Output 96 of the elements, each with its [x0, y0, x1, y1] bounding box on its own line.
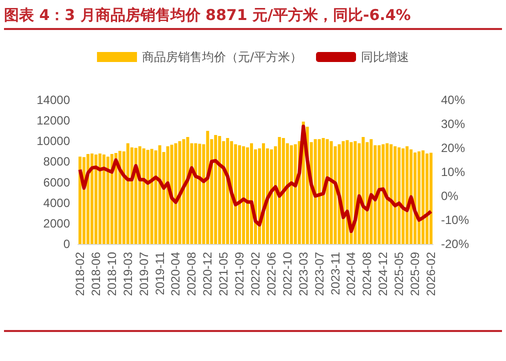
y-tick-label: 2000 [43, 216, 70, 230]
bar [326, 139, 329, 244]
x-tick-label: 2018-10 [104, 252, 119, 296]
x-tick-label: 2024-12 [376, 252, 390, 296]
bar [78, 156, 82, 244]
bar [110, 154, 114, 244]
y-tick-label: 12000 [36, 114, 70, 128]
bar [198, 144, 202, 244]
x-tick-label: 2020-08 [184, 252, 199, 296]
bar [174, 143, 178, 244]
bar [346, 140, 349, 244]
x-tick-label: 2023-11 [328, 252, 342, 296]
bar [270, 149, 273, 244]
bar [126, 143, 130, 244]
bar [146, 150, 150, 244]
bar [426, 153, 429, 244]
line-series [78, 124, 433, 234]
bar [406, 146, 409, 244]
y2-tick-label: 20% [441, 141, 466, 155]
bar [186, 137, 190, 244]
x-tick-label: 2021-05 [216, 252, 231, 296]
x-tick-label: 2019-07 [136, 252, 151, 296]
x-tick-label: 2018-06 [88, 252, 103, 296]
bar [214, 134, 218, 244]
bar [394, 146, 397, 244]
bar [390, 144, 393, 244]
bar [322, 138, 325, 244]
bar [242, 146, 246, 244]
bar [102, 154, 106, 244]
bar [182, 139, 186, 244]
legend-label: 商品房销售均价（元/平方米） [142, 50, 302, 64]
bar [94, 154, 98, 244]
bar [178, 141, 182, 244]
y-tick-label: 0 [63, 237, 70, 251]
bar [250, 143, 254, 244]
y-tick-label: 10000 [36, 134, 70, 148]
x-tick-label: 2022-06 [264, 252, 278, 296]
bar [370, 139, 373, 244]
y2-tick-label: -20% [441, 237, 470, 251]
x-tick-label: 2024-04 [344, 252, 358, 296]
y2-tick-label: 40% [441, 93, 466, 107]
bar [118, 150, 122, 244]
x-tick-label: 2019-11 [152, 252, 167, 296]
bar [106, 156, 110, 244]
bar [90, 153, 94, 244]
legend-label: 同比增速 [361, 50, 410, 64]
bar [142, 148, 146, 244]
x-tick-label: 2019-03 [120, 252, 135, 296]
bar [422, 150, 425, 244]
bar [382, 144, 385, 244]
bar [418, 151, 421, 244]
x-tick-label: 2020-12 [200, 252, 215, 296]
bar [138, 146, 142, 244]
y2-tick-label: -10% [441, 213, 470, 227]
chart-title: 图表 4：3 月商品房销售均价 8871 元/平方米，同比-6.4% [4, 2, 502, 30]
bar [402, 148, 405, 244]
bar [194, 143, 198, 244]
x-tick-label: 2026-02 [424, 252, 438, 296]
x-tick-label: 2025-09 [408, 252, 422, 296]
bar [98, 153, 102, 244]
bar [378, 145, 381, 244]
y2-tick-label: 0% [441, 189, 459, 203]
x-tick-label: 2018-02 [72, 252, 87, 296]
bar [430, 152, 432, 244]
bar [314, 139, 317, 244]
bar [206, 130, 210, 244]
y-tick-label: 14000 [36, 93, 70, 107]
bar [290, 145, 293, 244]
x-tick-label: 2021-09 [232, 252, 247, 296]
bar [218, 136, 222, 244]
y-tick-label: 6000 [43, 175, 70, 190]
bar [330, 141, 333, 244]
y2-tick-label: 30% [441, 117, 466, 131]
bar [362, 137, 365, 244]
bar [238, 145, 242, 244]
y-tick-label: 4000 [43, 196, 70, 210]
bar [130, 147, 134, 244]
x-tick-label: 2023-03 [296, 252, 310, 296]
y-tick-label: 8000 [43, 154, 70, 169]
bar [386, 143, 389, 244]
bar [398, 147, 401, 244]
x-tick-label: 2022-02 [248, 252, 262, 296]
x-tick-label: 2022-10 [280, 252, 294, 296]
x-tick-label: 2025-05 [392, 252, 406, 296]
bar [158, 145, 162, 244]
bar [234, 144, 238, 244]
bar [282, 138, 285, 244]
y2-tick-label: 10% [441, 165, 466, 179]
bar [150, 148, 154, 244]
bar [294, 144, 297, 244]
x-tick-label: 2023-07 [312, 252, 326, 296]
bar [318, 139, 321, 244]
bar [246, 147, 250, 244]
bar [278, 137, 281, 244]
x-tick-label: 2024-08 [360, 252, 374, 296]
x-tick-label: 2020-04 [168, 252, 183, 296]
